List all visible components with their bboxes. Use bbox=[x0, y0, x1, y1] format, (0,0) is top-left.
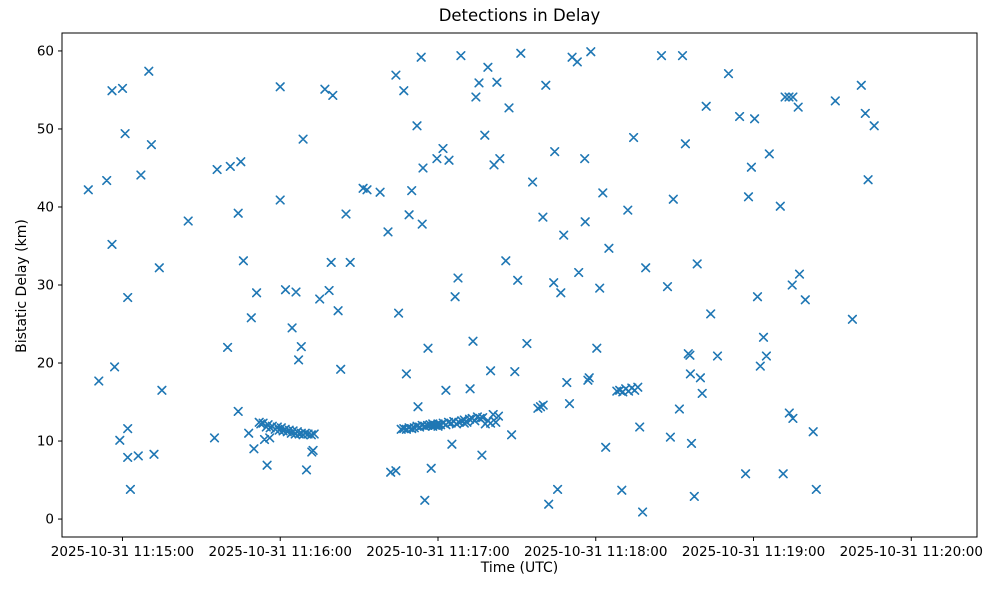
y-axis-label: Bistatic Delay (km) bbox=[14, 219, 30, 353]
x-tick-label: 2025-10-31 11:19:00 bbox=[682, 544, 825, 560]
y-tick-label: 0 bbox=[45, 512, 54, 528]
y-tick-label: 40 bbox=[37, 199, 54, 215]
y-tick-label: 30 bbox=[37, 278, 54, 294]
x-tick-label: 2025-10-31 11:20:00 bbox=[840, 544, 983, 560]
scatter-points bbox=[83, 47, 879, 517]
y-tick-label: 20 bbox=[37, 356, 54, 372]
x-tick-label: 2025-10-31 11:16:00 bbox=[209, 544, 352, 560]
x-tick-label: 2025-10-31 11:15:00 bbox=[51, 544, 194, 560]
x-tick-label: 2025-10-31 11:18:00 bbox=[524, 544, 667, 560]
x-axis-label: Time (UTC) bbox=[480, 560, 559, 576]
axes-spines bbox=[61, 32, 978, 538]
y-tick-label: 50 bbox=[37, 121, 54, 137]
chart-title: Detections in Delay bbox=[438, 6, 601, 25]
x-tick-label: 2025-10-31 11:17:00 bbox=[366, 544, 509, 560]
y-tick-label: 10 bbox=[37, 434, 54, 450]
y-tick-label: 60 bbox=[37, 43, 54, 59]
